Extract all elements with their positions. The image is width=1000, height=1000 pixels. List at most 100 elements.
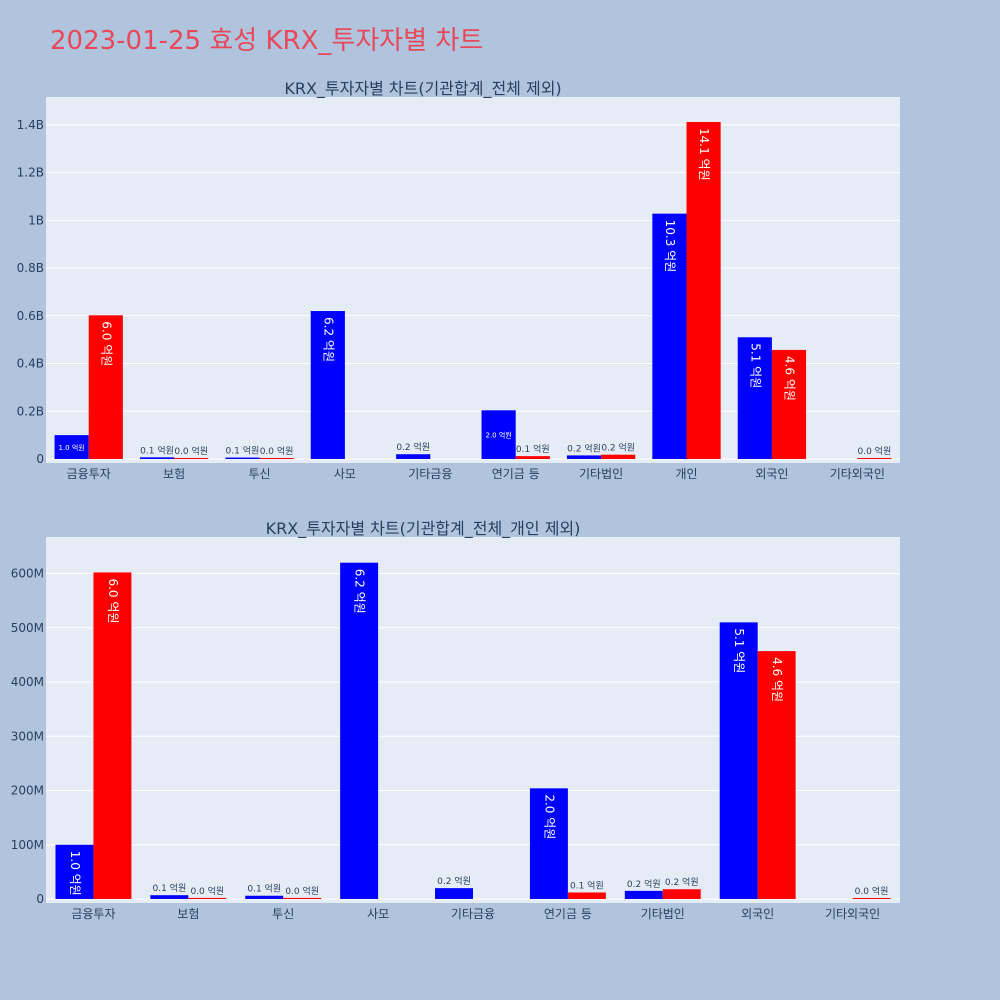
x-tick-label: 기타법인: [579, 467, 623, 481]
sell-bar: [259, 458, 294, 459]
x-tick-label: 기타외국인: [830, 467, 885, 481]
x-tick-label: 기타외국인: [825, 907, 880, 921]
x-tick-label: 사모: [367, 907, 389, 921]
bar-value-label: 6.2 억원: [353, 569, 367, 614]
sell-bar: [757, 651, 796, 899]
sell-bar: [686, 122, 721, 459]
buy-bar: [310, 311, 345, 459]
bar-value-label: 0.2 억원: [627, 878, 661, 890]
y-tick-label: 0: [36, 892, 44, 906]
y-tick-label: 300M: [11, 729, 44, 743]
bar-value-label: 0.2 억원: [601, 442, 635, 454]
buy-bar: [652, 213, 687, 459]
x-tick-label: 기타법인: [641, 907, 685, 921]
bar-value-label: 2.0 억원: [542, 794, 556, 839]
chart-1: KRX_투자자별 차트(기관합계_전체 제외) 0 0.2B 0.4B 0.6B 0.8B…: [17, 79, 900, 481]
y-tick-label: 600M: [11, 567, 44, 581]
bar-value-label: 0.1 억원: [516, 443, 550, 455]
y-tick-label: 1.2B: [17, 166, 44, 180]
buy-bar: [54, 435, 89, 459]
buy-bar: [225, 457, 260, 459]
bar-value-label: 0.0 억원: [260, 445, 294, 457]
bar-value-label: 0.2 억원: [396, 441, 430, 453]
bar-value-label: 0.2 억원: [437, 875, 471, 887]
chart-title: KRX_투자자별 차트(기관합계_전체_개인 제외): [266, 519, 581, 539]
sell-bar: [601, 454, 636, 459]
bar-value-label: 0.1 억원: [570, 879, 604, 891]
bar-value-label: 2.0 억원: [485, 431, 511, 440]
buy-bar: [435, 888, 473, 899]
sell-bar: [567, 892, 606, 899]
sell-bar: [662, 889, 701, 899]
bar-value-label: 1.0 억원: [68, 851, 82, 896]
bar-value-label: 0.0 억원: [855, 885, 889, 897]
y-tick-label: 0.6B: [17, 309, 44, 323]
y-tick-label: 200M: [11, 784, 44, 798]
bar-value-label: 0.1 억원: [152, 882, 186, 894]
sell-bar: [857, 458, 892, 459]
sell-bar: [93, 572, 132, 899]
x-tick-label: 투신: [272, 907, 294, 921]
bar-value-label: 4.6 억원: [782, 356, 796, 401]
buy-bar: [566, 455, 602, 459]
y-tick-label: 100M: [11, 838, 44, 852]
x-tick-label: 금융투자: [71, 907, 115, 921]
y-tick-label: 0: [36, 452, 44, 466]
bar-value-label: 0.1 억원: [247, 883, 281, 895]
x-tick-label: 보험: [163, 467, 185, 481]
buy-bar: [481, 410, 516, 459]
buy-bar: [340, 562, 379, 899]
buy-bar: [737, 337, 772, 459]
x-tick-label: 투신: [248, 467, 270, 481]
x-tick-label: 연기금 등: [492, 467, 540, 481]
x-tick-label: 보험: [177, 907, 199, 921]
sell-bar: [174, 458, 209, 459]
sell-bar: [188, 897, 227, 899]
sell-bar: [771, 349, 807, 459]
bar-value-label: 14.1 억원: [697, 128, 711, 181]
buy-bar: [139, 457, 175, 459]
sell-bar: [88, 315, 123, 459]
bar-value-label: 0.0 억원: [285, 885, 319, 897]
sell-bar: [283, 897, 322, 899]
sell-bar: [852, 898, 891, 899]
x-tick-label: 기타금융: [408, 467, 452, 481]
chart-2: KRX_투자자별 차트(기관합계_전체_개인 제외) 0 100M 200M 300M 4…: [11, 519, 900, 921]
y-tick-label: 1.4B: [17, 118, 44, 132]
x-tick-label: 사모: [334, 467, 356, 481]
y-tick-label: 0.4B: [17, 357, 44, 371]
bar-value-label: 0.1 억원: [140, 444, 174, 456]
bar-value-label: 6.2 억원: [321, 317, 335, 362]
bar-value-label: 0.1 억원: [226, 445, 260, 457]
bar-value-label: 6.0 억원: [106, 578, 120, 623]
y-tick-label: 0.8B: [17, 261, 44, 275]
chart-title: KRX_투자자별 차트(기관합계_전체 제외): [284, 79, 561, 99]
bar-value-label: 5.1 억원: [748, 343, 762, 388]
x-tick-label: 기타금융: [451, 907, 495, 921]
buy-bar: [55, 844, 94, 899]
bar-value-label: 0.0 억원: [190, 885, 224, 897]
bar-value-label: 4.6 억원: [770, 657, 784, 702]
bar-value-label: 0.2 억원: [567, 442, 601, 454]
x-tick-label: 외국인: [755, 467, 788, 481]
x-tick-label: 금융투자: [67, 467, 111, 481]
buy-bar: [719, 622, 758, 899]
bar-value-label: 5.1 억원: [732, 628, 746, 673]
sell-bar: [515, 456, 550, 459]
buy-bar: [245, 895, 284, 899]
bar-value-label: 10.3 억원: [663, 220, 677, 273]
bar-value-label: 0.0 억원: [174, 445, 208, 457]
buy-bar: [624, 890, 663, 899]
buy-bar: [396, 454, 431, 459]
bar-value-label: 0.0 억원: [858, 445, 892, 457]
buy-bar: [150, 895, 189, 899]
buy-bar: [529, 788, 568, 899]
y-tick-label: 400M: [11, 675, 44, 689]
x-tick-label: 외국인: [741, 907, 774, 921]
bar-value-label: 6.0 억원: [99, 321, 113, 366]
y-tick-label: 1B: [28, 213, 44, 227]
bar-value-label: 1.0 억원: [58, 443, 84, 452]
x-tick-label: 개인: [675, 467, 697, 481]
bar-value-label: 0.2 억원: [665, 876, 699, 888]
